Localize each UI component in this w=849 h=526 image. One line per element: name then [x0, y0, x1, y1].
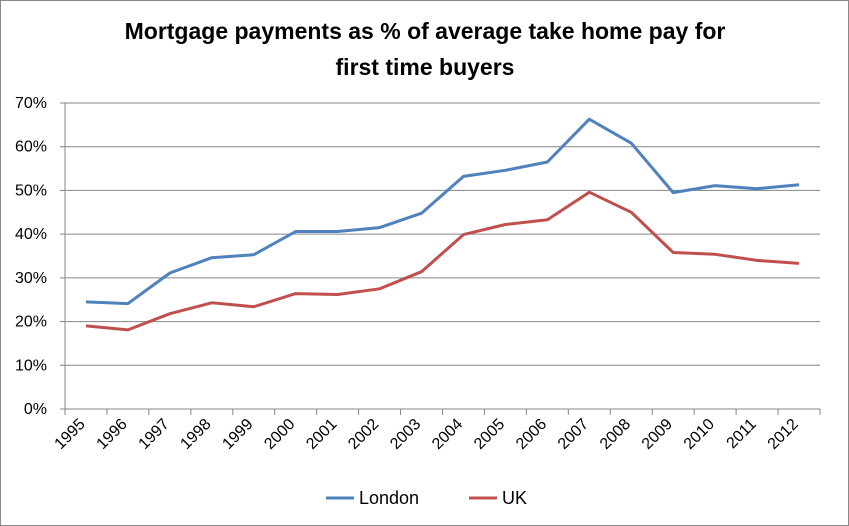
x-tick-label: 2001	[303, 416, 340, 453]
x-tick-label: 2000	[261, 416, 298, 453]
series-line-london	[85, 117, 800, 306]
x-tick-label: 2011	[724, 416, 760, 452]
x-tick-label: 2005	[471, 416, 508, 453]
x-tick-label: 2012	[765, 416, 802, 453]
x-tick-label: 2002	[345, 416, 382, 453]
gridlines	[65, 102, 820, 366]
x-tick-label: 2003	[387, 416, 424, 453]
x-tick-label: 2008	[597, 416, 634, 453]
y-tick-label: 20%	[15, 314, 47, 331]
x-tick-label: 1998	[177, 416, 214, 453]
x-tick-label: 2009	[639, 416, 676, 453]
x-tick-label: 2006	[513, 416, 550, 453]
y-tick-label: 30%	[15, 270, 47, 287]
legend-label-london: London	[359, 488, 419, 508]
series-line-uk	[85, 190, 800, 332]
y-tick-label: 60%	[15, 139, 47, 156]
y-tick-label: 40%	[15, 226, 47, 243]
x-tick-label: 1997	[136, 416, 173, 453]
x-tick-label: 2010	[681, 416, 718, 453]
x-tick-label: 2007	[555, 416, 592, 453]
y-tick-label: 70%	[15, 95, 47, 112]
series-lines	[85, 117, 800, 332]
x-tick-label: 2004	[429, 416, 466, 453]
x-tick-label: 1999	[219, 416, 256, 453]
chart-title-line-2: first time buyers	[336, 54, 515, 80]
legend: London UK	[326, 488, 527, 508]
y-tick-label: 0%	[24, 401, 47, 418]
y-tick-label: 50%	[15, 182, 47, 199]
y-tick-label: 10%	[15, 357, 47, 374]
legend-label-uk: UK	[502, 488, 527, 508]
chart-title-line-1: Mortgage payments as % of average take h…	[125, 18, 726, 44]
x-tick-label: 1995	[52, 416, 89, 453]
x-tick-label: 1996	[94, 416, 131, 453]
